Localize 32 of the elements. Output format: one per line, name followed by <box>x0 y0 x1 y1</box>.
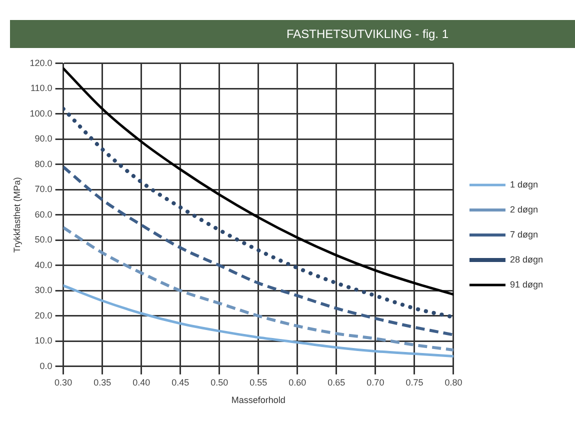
y-tick-label: 60.0 <box>34 209 52 220</box>
y-tick-label: 70.0 <box>34 184 52 194</box>
x-tick-label: 0.60 <box>288 377 306 388</box>
x-tick-label: 0.45 <box>172 377 190 388</box>
y-tick-label: 40.0 <box>34 260 52 270</box>
y-tick-label: 90.0 <box>34 134 52 144</box>
y-tick-label: 50.0 <box>34 234 52 245</box>
y-tick-label: 20.0 <box>34 310 52 320</box>
y-tick-label: 30.0 <box>34 285 52 296</box>
legend-label: 91 døgn <box>510 279 544 290</box>
x-tick-label: 0.40 <box>132 377 150 388</box>
x-tick-label: 0.75 <box>406 377 424 388</box>
x-tick-label: 0.35 <box>94 377 112 388</box>
x-tick-label: 0.65 <box>328 377 346 388</box>
y-axis-title: Trykkfasthet (MPa) <box>12 177 22 253</box>
y-tick-label: 10.0 <box>34 336 52 346</box>
chart-title: FASTHETSUTVIKLING - fig. 1 <box>10 20 575 48</box>
x-tick-label: 0.70 <box>366 377 384 388</box>
x-axis-title: Masseforhold <box>231 395 286 406</box>
x-tick-label: 0.80 <box>444 377 462 388</box>
legend-label: 28 døgn <box>510 254 544 264</box>
legend-label: 2 døgn <box>510 204 538 214</box>
legend-label: 1 døgn <box>510 179 538 190</box>
x-tick-label: 0.50 <box>210 377 228 388</box>
legend-label: 7 døgn <box>510 229 538 240</box>
y-tick-label: 100.0 <box>30 108 52 118</box>
y-tick-label: 80.0 <box>34 158 52 169</box>
x-tick-label: 0.30 <box>54 377 72 388</box>
y-tick-label: 0.0 <box>40 360 52 371</box>
y-tick-label: 120.0 <box>30 58 52 68</box>
x-tick-label: 0.55 <box>250 377 268 388</box>
y-tick-label: 110.0 <box>30 83 52 94</box>
